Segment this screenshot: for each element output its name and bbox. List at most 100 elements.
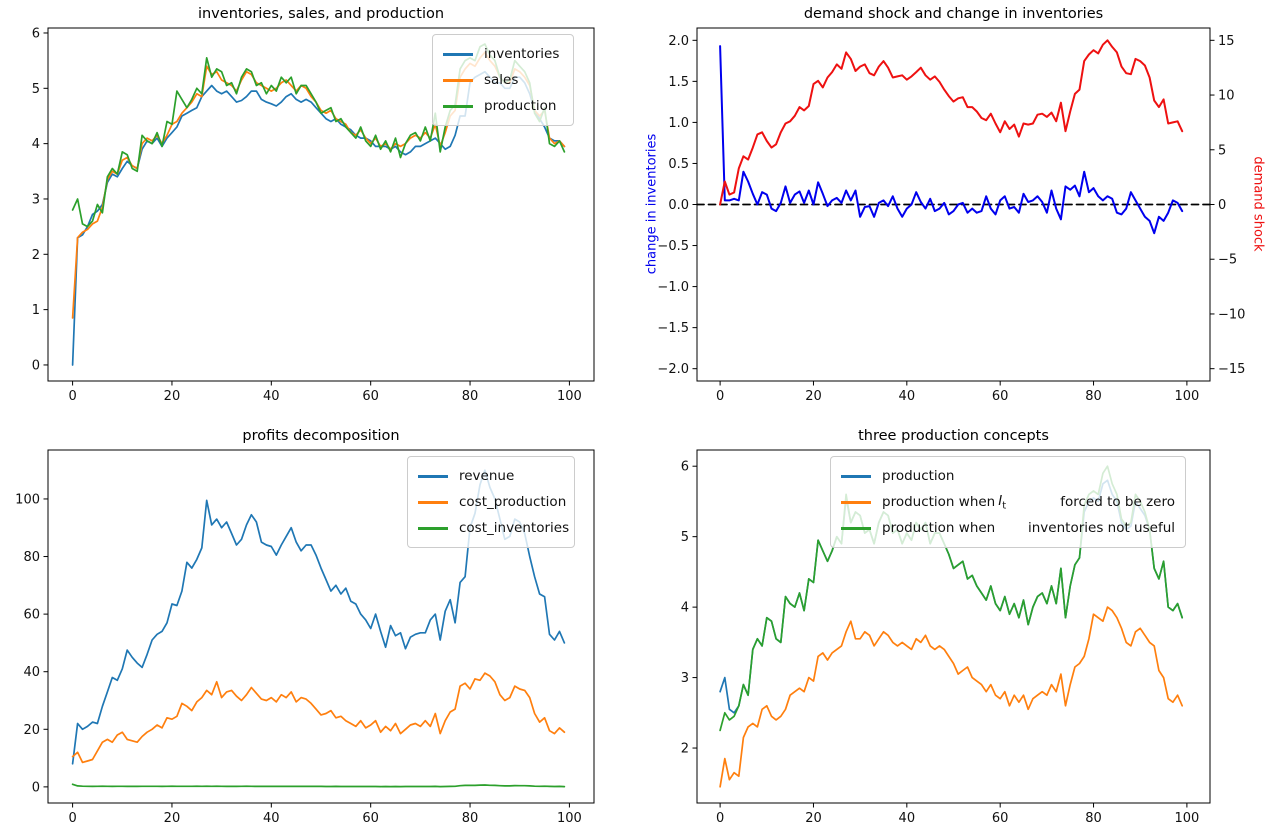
y-tick-label: 80 <box>23 550 40 565</box>
series-cost_inventories-line <box>71 783 566 788</box>
y-tick-right-label: 10 <box>1218 89 1235 104</box>
legend-entry: production when inventories not useful <box>841 515 1175 541</box>
y-tick-right-label: 0 <box>1218 198 1226 213</box>
legend-line-swatch <box>841 500 871 504</box>
y-tick-label: 3 <box>32 192 40 207</box>
y-tick-right-label: 5 <box>1218 143 1226 158</box>
legend-label: production when <box>882 494 996 510</box>
y-tick-label: 4 <box>32 137 40 152</box>
legend-line-swatch <box>443 52 473 56</box>
x-tick-label: 40 <box>263 389 280 404</box>
y-tick-label: 4 <box>681 601 689 616</box>
x-tick-label: 80 <box>1085 811 1102 826</box>
legend-line-swatch <box>841 474 871 478</box>
legend-label: production when <box>882 520 996 536</box>
y-tick-label: 2.0 <box>668 34 689 49</box>
y-tick-label: −1.5 <box>657 321 689 336</box>
x-tick-label: 60 <box>362 811 379 826</box>
y-tick-label: 5 <box>681 530 689 545</box>
y-tick-label: 100 <box>15 492 40 507</box>
x-tick-label: 100 <box>557 389 582 404</box>
chart-title-demand-shock: demand shock and change in inventories <box>803 6 1104 22</box>
x-tick-label: 40 <box>899 811 916 826</box>
x-tick-label: 0 <box>716 811 724 826</box>
y-tick-right-label: −10 <box>1218 307 1245 322</box>
legend-label: production <box>882 468 955 484</box>
legend-label: sales <box>484 72 519 88</box>
legend-math-symbol: It <box>998 492 1007 512</box>
y-tick-right-label: −5 <box>1218 253 1237 268</box>
x-tick-label: 100 <box>1174 389 1199 404</box>
x-tick-label: 40 <box>899 389 916 404</box>
legend-entry: production when It forced to be zero <box>841 489 1175 515</box>
legend-entry: cost_inventories <box>418 515 569 541</box>
axes-frame <box>696 449 1211 804</box>
y-tick-label: −1.0 <box>657 280 689 295</box>
series-change-in-inventories-line <box>719 45 1184 235</box>
legend-entry: sales <box>443 67 563 93</box>
legend-label-secondary: forced to be zero <box>1060 494 1175 510</box>
axes-frame <box>47 27 595 382</box>
series-cost_production-line <box>71 672 566 764</box>
chart-title-three-production-concepts: three production concepts <box>858 428 1049 444</box>
y-tick-right-label: 15 <box>1218 34 1235 49</box>
x-tick-label: 60 <box>992 811 1009 826</box>
x-tick-label: 100 <box>557 811 582 826</box>
y-tick-label: −2.0 <box>657 362 689 377</box>
x-tick-label: 0 <box>68 811 76 826</box>
y-tick-label: 0.0 <box>668 198 689 213</box>
y-tick-label: 6 <box>32 26 40 41</box>
subplot-demand-shock-change-inventories: 0 20 40 60 80 100 −2.0 −1.5 −1.0 −0.5 0.0 0.5 1.0 1.5… <box>657 27 1245 404</box>
x-tick-label: 20 <box>805 389 822 404</box>
y-tick-label: −0.5 <box>657 239 689 254</box>
legend-profits-decomposition: revenue cost_production cost_inventories <box>407 456 575 548</box>
x-tick-label: 60 <box>992 389 1009 404</box>
y-tick-label: 60 <box>23 608 40 623</box>
y-tick-label: 6 <box>681 460 689 475</box>
y-tick-label: 0 <box>32 780 40 795</box>
y-tick-label: 1 <box>32 303 40 318</box>
x-tick-label: 20 <box>164 389 181 404</box>
legend-line-swatch <box>418 500 448 504</box>
legend-entry: cost_production <box>418 489 566 515</box>
series-production-when-It-forced-to-be-zero-line <box>719 606 1184 788</box>
legend-label: inventories <box>484 46 560 62</box>
axes-frame <box>696 27 1211 382</box>
legend-line-swatch <box>418 474 448 478</box>
y-tick-label: 1.5 <box>668 75 689 90</box>
x-tick-label: 80 <box>462 389 479 404</box>
legend-label-secondary: inventories not useful <box>1028 520 1175 536</box>
y-tick-label: 1.0 <box>668 116 689 131</box>
x-tick-label: 80 <box>462 811 479 826</box>
legend-entry: production <box>841 463 1175 489</box>
y-tick-label: 5 <box>32 82 40 97</box>
y-tick-label: 40 <box>23 665 40 680</box>
x-tick-label: 20 <box>164 811 181 826</box>
legend-three-production-concepts: production production when It forced to be… <box>830 456 1186 548</box>
legend-inventories-sales-production: inventories sales production <box>432 34 574 126</box>
legend-line-swatch <box>443 78 473 82</box>
y-tick-label: 2 <box>32 248 40 263</box>
y-axis-label-demand-shock: demand shock <box>1250 156 1266 252</box>
y-tick-label: 20 <box>23 723 40 738</box>
y-tick-label: 3 <box>681 671 689 686</box>
legend-line-swatch <box>443 104 473 108</box>
legend-entry: production <box>443 93 563 119</box>
x-tick-label: 20 <box>805 811 822 826</box>
x-tick-label: 80 <box>1085 389 1102 404</box>
legend-label: cost_inventories <box>459 520 570 536</box>
x-tick-label: 60 <box>362 389 379 404</box>
legend-label: production <box>484 98 557 114</box>
y-tick-label: 2 <box>681 742 689 757</box>
legend-line-swatch <box>418 526 448 530</box>
x-tick-label: 40 <box>263 811 280 826</box>
y-tick-label: 0 <box>32 358 40 373</box>
y-tick-right-label: −15 <box>1218 362 1245 377</box>
legend-line-swatch <box>841 526 871 530</box>
y-tick-label: 0.5 <box>668 157 689 172</box>
chart-title-inventories-sales-production: inventories, sales, and production <box>197 6 445 22</box>
series-demand-shock-line <box>719 39 1184 206</box>
y-axis-label-change-in-inventories: change in inventories <box>644 133 660 275</box>
